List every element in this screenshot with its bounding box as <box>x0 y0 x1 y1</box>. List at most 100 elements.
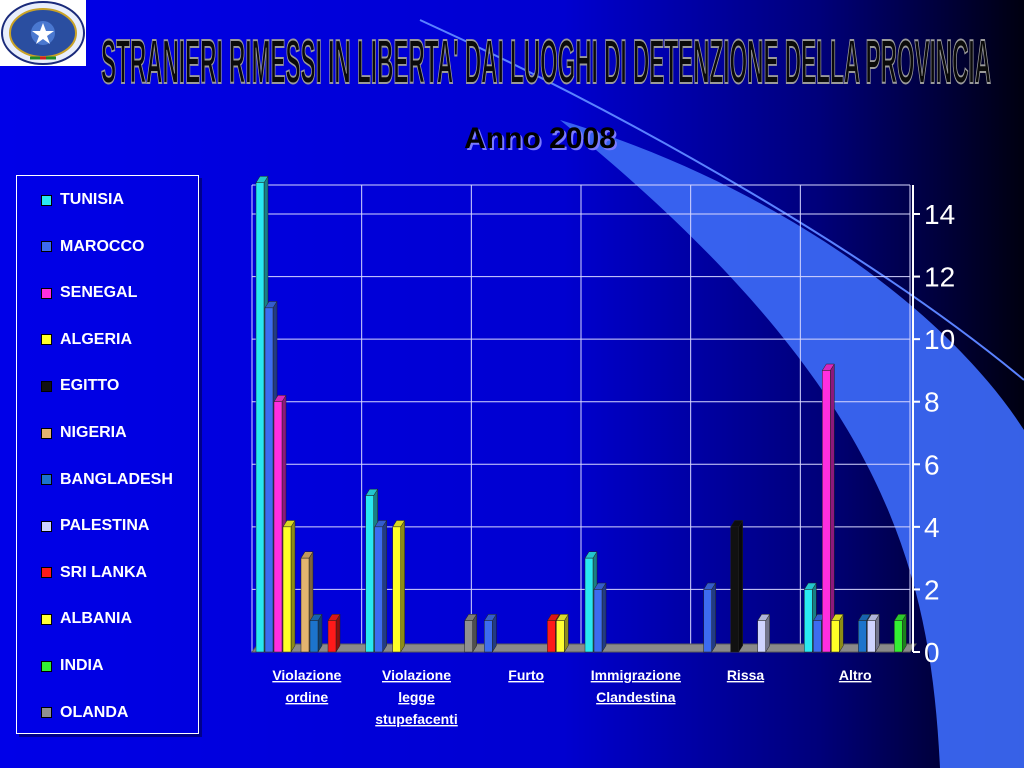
legend-swatch <box>41 194 52 206</box>
bar-bangladesh-violazione-ordine <box>309 613 323 653</box>
bar-front <box>593 589 603 653</box>
legend-swatch <box>41 287 52 299</box>
bar-front <box>464 620 473 653</box>
bar-front <box>831 620 840 653</box>
legend-swatch <box>41 427 52 439</box>
x-category-label: Violazione <box>382 667 451 683</box>
legend-label: NIGERIA <box>60 424 127 441</box>
bar-front <box>309 620 319 653</box>
x-category-label: Violazione <box>272 667 341 683</box>
x-category-label: Rissa <box>727 667 765 683</box>
legend-swatch <box>41 567 52 579</box>
bar-front <box>804 589 813 653</box>
bar-front <box>703 589 712 653</box>
chart-legend: TUNISIA MAROCCO SENEGAL ALGERIA EGITTO NIGERI… <box>16 175 199 734</box>
legend-swatch <box>41 380 52 392</box>
legend-swatch <box>41 660 52 672</box>
bar-front <box>374 526 383 653</box>
legend-label: SRI LANKA <box>60 563 148 581</box>
ministero-interno-logo <box>0 0 86 66</box>
legend-item-bangladesh: BANGLADESH <box>41 470 173 490</box>
legend-swatch <box>41 613 52 625</box>
legend-label: SENEGAL <box>60 284 138 302</box>
legend-item-olanda: OLANDA <box>41 703 128 723</box>
legend-item-tunisia: TUNISIA <box>41 190 124 210</box>
bar-front <box>867 620 876 653</box>
bar-albania-furto <box>555 613 569 653</box>
bar-side <box>830 363 835 653</box>
bar-side <box>382 519 387 653</box>
bar-algeria-violazione-ordine <box>282 519 296 653</box>
bar-front <box>365 495 374 653</box>
bar-front <box>300 557 310 653</box>
legend-item-albania: ALBANIA <box>41 609 132 629</box>
bar-side <box>290 519 296 653</box>
bar-side <box>711 582 716 653</box>
bar-algeria-violazione-legge-stupefacenti <box>392 519 406 653</box>
bar-front <box>327 620 337 653</box>
y-tick-label: 8 <box>924 387 940 418</box>
bar-marocco-rissa <box>703 582 717 653</box>
legend-label: INDIA <box>60 657 104 674</box>
header-banner: STRANIERI RIMESSI IN LIBERTA' DAI LUOGHI… <box>100 27 992 96</box>
x-category-label: Clandestina <box>596 689 676 705</box>
bar-olanda-violazione-legge-stupefacenti <box>464 613 478 653</box>
legend-label: BANGLADESH <box>60 470 173 488</box>
legend-item-palestina: PALESTINA <box>41 516 149 536</box>
bar-front <box>255 182 265 653</box>
bar-side <box>400 519 405 653</box>
bar-front <box>547 620 556 653</box>
bar-front <box>858 620 867 653</box>
legend-swatch <box>41 707 52 719</box>
bar-marocco-furto <box>483 613 497 653</box>
x-category-label: Furto <box>508 667 544 683</box>
legend-label: ALBANIA <box>60 610 132 628</box>
y-tick-label: 14 <box>924 199 955 230</box>
legend-label: MAROCCO <box>60 237 145 255</box>
bar-marocco-violazione-legge-stupefacenti <box>374 519 388 653</box>
bar-side <box>738 519 743 653</box>
bar-front <box>894 620 903 653</box>
chart-title: Anno 2008 <box>464 122 616 155</box>
x-category-label: legge <box>398 689 435 705</box>
legend-item-egitto: EGITTO <box>41 376 119 396</box>
bar-front <box>273 401 283 653</box>
legend-swatch <box>41 474 52 486</box>
legend-label: OLANDA <box>60 703 129 721</box>
legend-swatch <box>41 520 52 532</box>
page-title: STRANIERI RIMESSI IN LIBERTA' DAI LUOGHI… <box>101 27 991 96</box>
bar-front <box>584 557 594 653</box>
y-tick-label: 10 <box>924 324 955 355</box>
bar-palestina-rissa <box>757 613 771 653</box>
legend-item-algeria: ALGERIA <box>41 330 132 350</box>
x-category-label: stupefacenti <box>375 711 457 727</box>
y-tick-label: 6 <box>924 449 940 480</box>
legend-item-marocco: MAROCCO <box>41 237 144 257</box>
legend-item-nigeria: NIGERIA <box>41 423 127 443</box>
legend-swatch <box>41 334 52 346</box>
bar-front <box>282 526 292 653</box>
legend-label: ALGERIA <box>60 330 132 348</box>
x-category-label: Altro <box>839 667 872 683</box>
bar-algeria-altro <box>830 613 844 653</box>
bar-senegal-altro <box>821 363 835 653</box>
bar-front <box>484 620 493 653</box>
bar-front <box>392 526 401 653</box>
legend-label: EGITTO <box>60 377 120 395</box>
bar-sri-lanka-violazione-ordine <box>327 613 341 653</box>
y-tick-label: 0 <box>924 637 940 668</box>
legend-item-senegal: SENEGAL <box>41 283 137 303</box>
legend-label: TUNISIA <box>60 191 124 208</box>
bar-front <box>264 307 274 653</box>
bar-front <box>813 620 822 653</box>
bar-front <box>730 526 739 653</box>
legend-item-sri-lanka: SRI LANKA <box>41 563 147 583</box>
bar-side <box>601 582 607 653</box>
bar-egitto-rissa <box>730 519 744 653</box>
bar-front <box>556 620 565 653</box>
bar-front <box>757 620 766 653</box>
y-tick-label: 2 <box>924 574 940 605</box>
bar-palestina-altro <box>866 613 880 653</box>
